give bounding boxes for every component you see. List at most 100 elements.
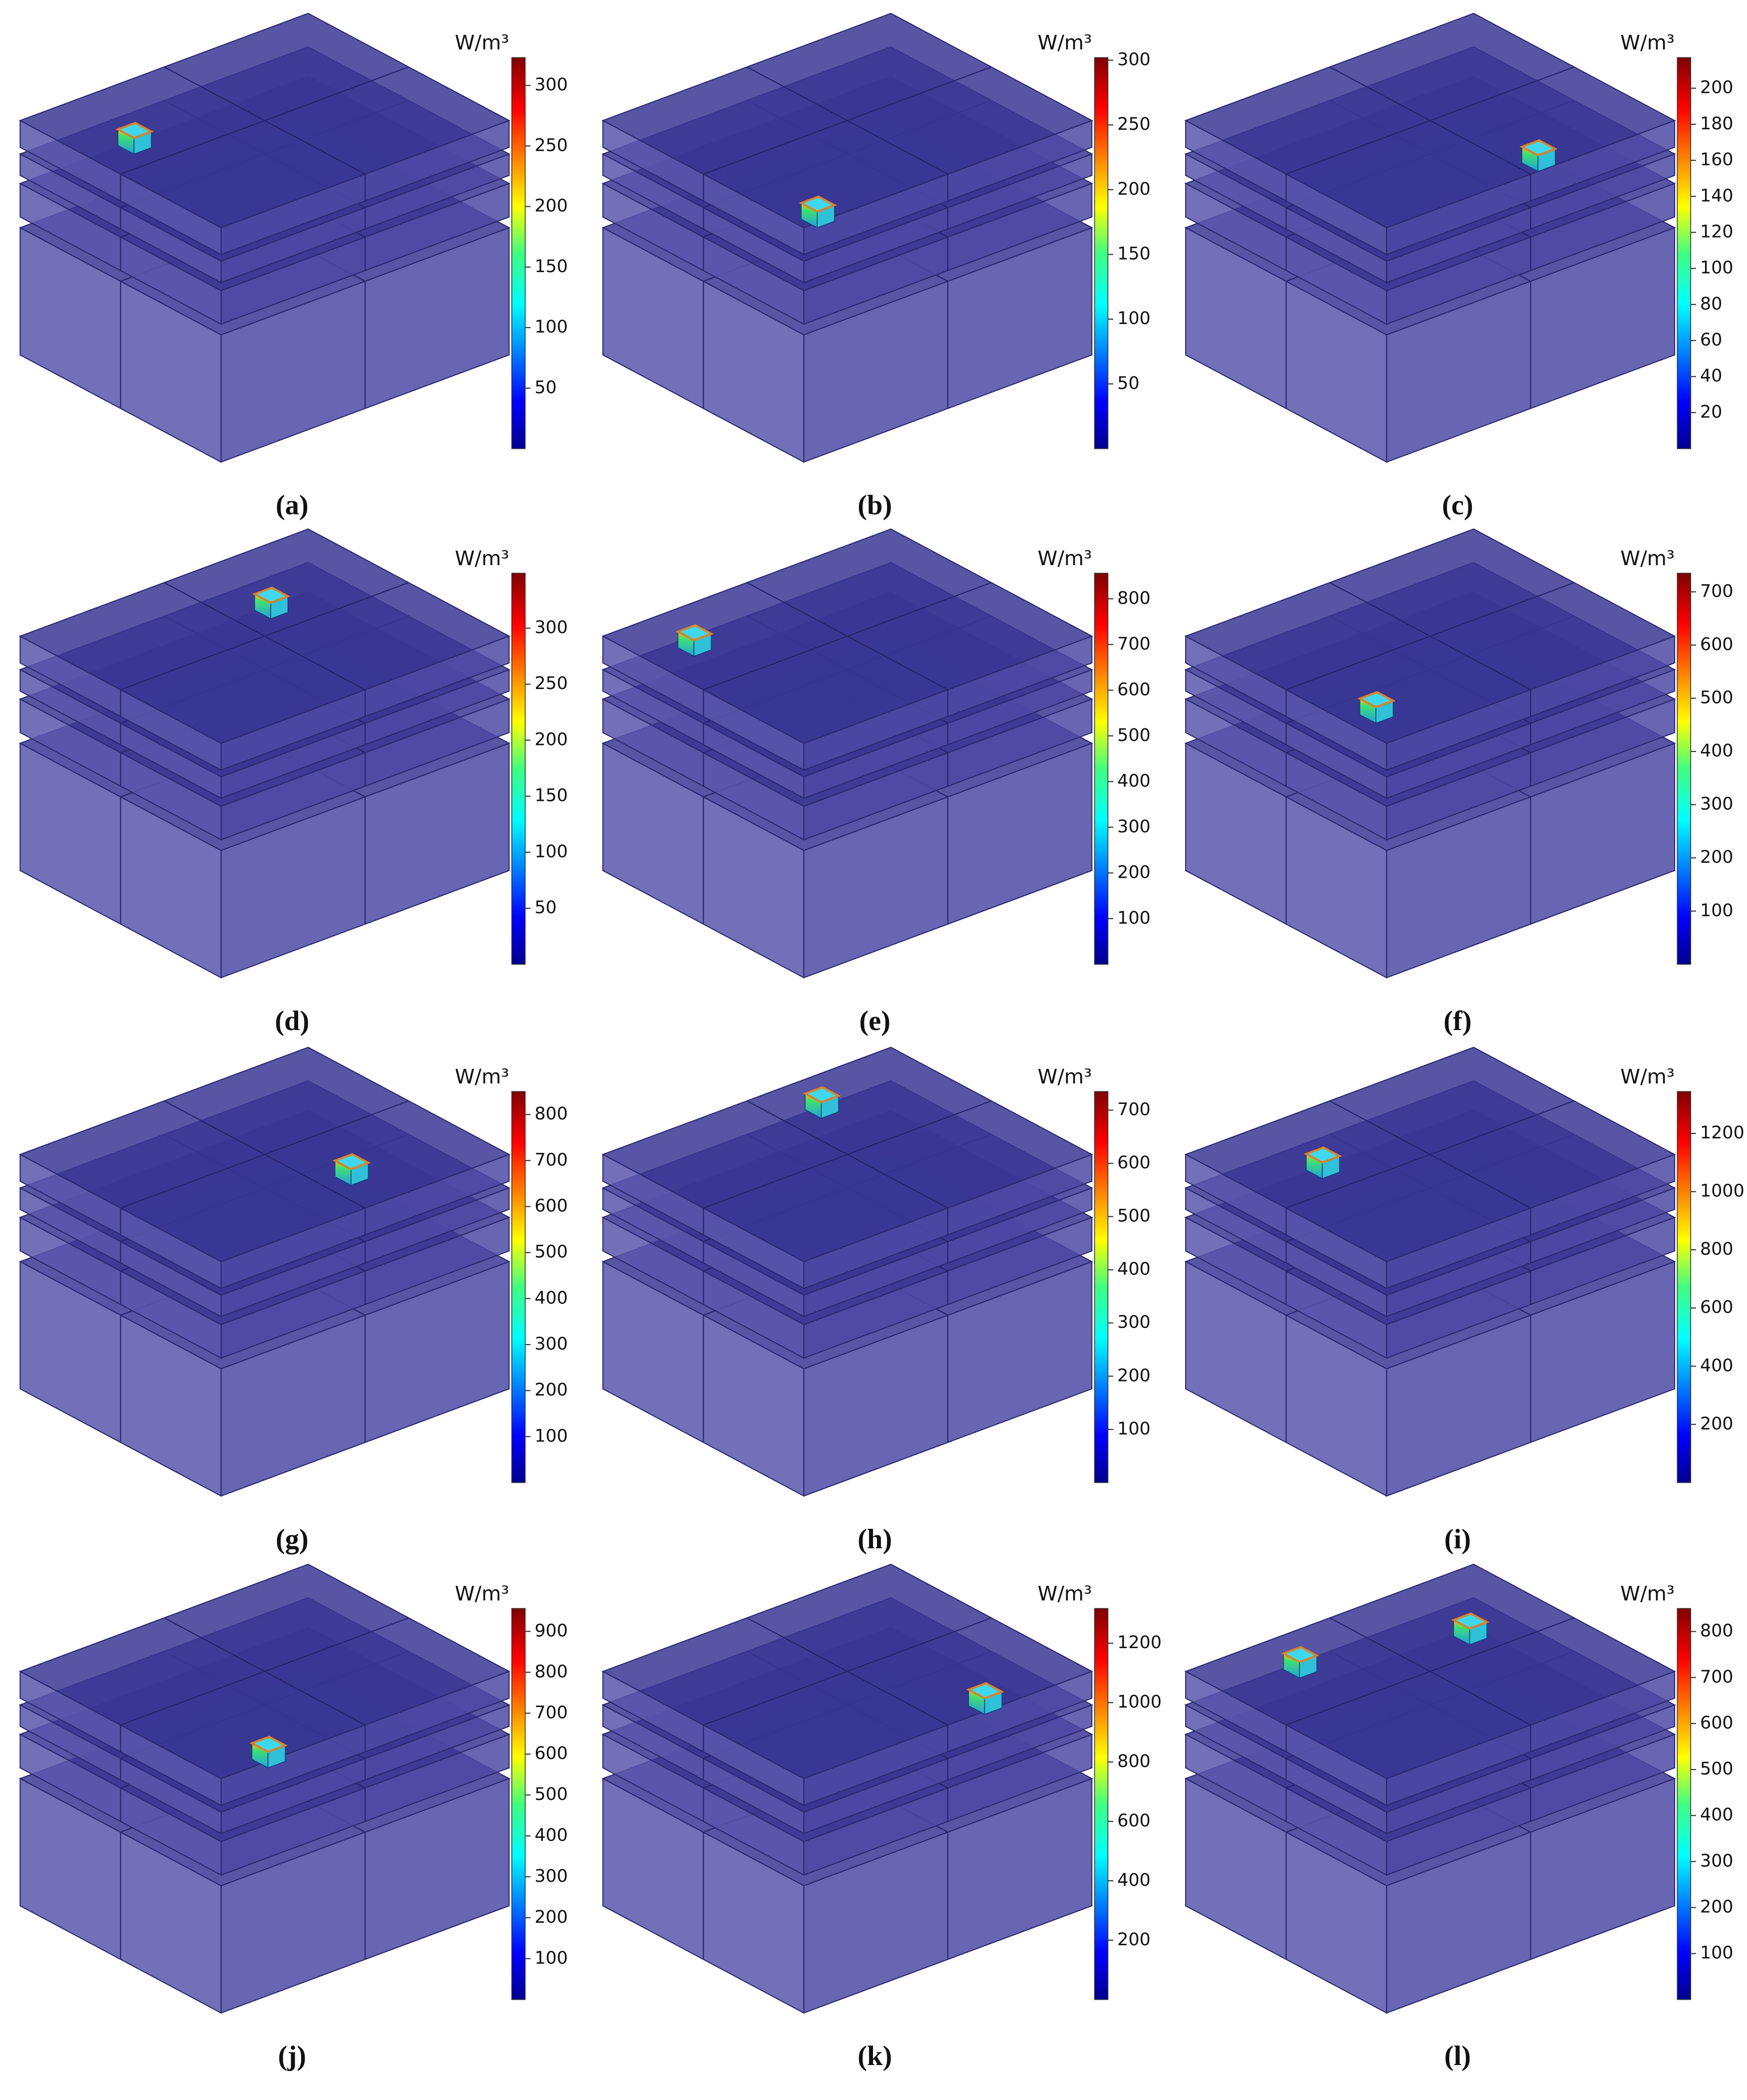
colorbar-tick-label: 400: [1700, 1805, 1734, 1825]
colorbar: [1094, 1608, 1109, 2000]
block-edge: [1329, 66, 1531, 175]
colorbar-tick-label: 100: [1700, 258, 1734, 278]
colorbar-tick-label: 800: [1700, 1239, 1734, 1259]
colorbar: [1677, 57, 1692, 449]
colorbar-tick-label: 400: [534, 1288, 568, 1308]
block-edge: [747, 1100, 948, 1209]
colorbar-unit: W/m³: [455, 1065, 509, 1088]
colorbar-tick-label: 500: [534, 1784, 568, 1804]
colorbar-tick-label: 100: [1700, 901, 1734, 921]
block-edge: [1329, 582, 1531, 691]
colorbar-tick-label: 200: [1117, 179, 1151, 199]
colorbar-tick-label: 50: [534, 377, 556, 397]
colorbar-tick-label: 800: [1700, 1621, 1734, 1641]
panel-label: (j): [278, 2041, 306, 2072]
panel-label: (l): [1444, 2041, 1471, 2072]
colorbar-unit: W/m³: [1620, 1582, 1675, 1605]
panel: 50 100 150 200 250 300 W/m³ (d): [18, 528, 568, 1037]
colorbar: [511, 1091, 526, 1483]
colorbar-tick-label: 50: [1117, 373, 1139, 393]
colorbar-tick-label: 1000: [1117, 1692, 1162, 1712]
colorbar: [1094, 573, 1109, 965]
panel-label: (i): [1444, 1524, 1471, 1555]
colorbar-tick-label: 200: [1700, 847, 1734, 867]
colorbar-tick-label: 100: [1700, 1943, 1734, 1963]
colorbar-tick-label: 800: [1117, 588, 1151, 608]
colorbar-tick-label: 250: [534, 135, 568, 155]
colorbar-tick-label: 200: [534, 196, 568, 216]
colorbar-tick-label: 100: [534, 842, 568, 862]
panel-label: (g): [276, 1524, 309, 1555]
colorbar-tick-label: 1200: [1117, 1633, 1162, 1653]
colorbar-tick-label: 250: [534, 674, 568, 694]
colorbar-tick-label: 80: [1700, 294, 1722, 314]
block-edge: [1329, 1100, 1531, 1209]
panel-label: (b): [858, 490, 892, 521]
colorbar: [1677, 573, 1692, 965]
panel-label: (k): [858, 2041, 892, 2072]
colorbar-tick-label: 180: [1700, 114, 1734, 134]
colorbar-tick-label: 200: [1117, 862, 1151, 882]
colorbar: [1677, 1608, 1692, 2000]
hot-spot-top: [1451, 1612, 1490, 1630]
block-edge: [747, 66, 948, 175]
hot-spot-top: [966, 1682, 1005, 1700]
panel: 200 400 600 800 1000 1200 W/m³ (k): [601, 1563, 1162, 2072]
colorbar-tick-label: 600: [1700, 1298, 1734, 1318]
colorbar-tick-label: 800: [534, 1104, 568, 1124]
panel: 200 400 600 800 1000 1200 W/m³ (i): [1184, 1047, 1745, 1555]
colorbar-unit: W/m³: [455, 547, 509, 570]
panel: 20 40 60 80 100 120 140 160 180 200 W/m³ (c): [1184, 12, 1734, 521]
hot-spot-top: [252, 586, 291, 604]
colorbar-tick-label: 300: [1700, 1851, 1734, 1871]
colorbar-tick-label: 60: [1700, 330, 1722, 350]
colorbar-tick-label: 500: [1700, 1759, 1734, 1779]
colorbar-tick-label: 700: [1700, 1667, 1734, 1687]
colorbar-tick-label: 140: [1700, 186, 1734, 206]
colorbar-unit: W/m³: [455, 1582, 509, 1605]
colorbar-tick-label: 200: [1117, 1930, 1151, 1950]
hot-spot-top: [115, 122, 154, 139]
panel: 100 200 300 400 500 600 700 W/m³ (h): [601, 1047, 1151, 1555]
colorbar-tick-label: 700: [1700, 581, 1734, 601]
colorbar-tick-label: 200: [534, 1380, 568, 1400]
panel-label: (a): [276, 490, 309, 521]
colorbar-tick-label: 1000: [1700, 1181, 1745, 1201]
colorbar: [511, 573, 526, 965]
colorbar-tick-label: 120: [1700, 222, 1734, 242]
colorbar: [511, 57, 526, 449]
colorbar-tick-label: 40: [1700, 366, 1722, 386]
panel: 100 200 300 400 500 600 700 800 W/m³ (g): [18, 1047, 568, 1555]
colorbar-unit: W/m³: [1038, 1582, 1092, 1605]
colorbar-tick-label: 300: [1117, 50, 1151, 70]
colorbar-tick-label: 400: [1700, 1356, 1734, 1376]
panel-label: (c): [1442, 490, 1473, 521]
colorbar: [1094, 1091, 1109, 1483]
block-edge: [747, 582, 948, 691]
colorbar-tick-label: 600: [1117, 1811, 1151, 1831]
colorbar-tick-label: 300: [534, 618, 568, 638]
colorbar-unit: W/m³: [1038, 1065, 1092, 1088]
colorbar-tick-label: 300: [534, 75, 568, 95]
colorbar-tick-label: 100: [534, 1948, 568, 1968]
colorbar-tick-label: 700: [534, 1703, 568, 1723]
colorbar: [511, 1608, 526, 2000]
panel-label: (h): [858, 1524, 892, 1555]
hot-spot-top: [332, 1153, 371, 1170]
colorbar-tick-label: 1200: [1700, 1123, 1745, 1143]
colorbar-tick-label: 200: [1700, 78, 1734, 98]
panel-label: (e): [859, 1006, 890, 1037]
colorbar-tick-label: 300: [534, 1866, 568, 1886]
colorbar-tick-label: 600: [1117, 680, 1151, 700]
colorbar-tick-label: 400: [1117, 1870, 1151, 1890]
hot-spot-top: [249, 1736, 288, 1753]
colorbar-tick-label: 400: [1117, 1259, 1151, 1279]
colorbar-tick-label: 20: [1700, 402, 1722, 422]
colorbar-tick-label: 500: [1117, 725, 1151, 745]
colorbar-tick-label: 900: [534, 1621, 568, 1641]
colorbar-tick-label: 160: [1700, 150, 1734, 170]
colorbar-tick-label: 500: [534, 1242, 568, 1262]
colorbar-tick-label: 200: [1700, 1897, 1734, 1917]
